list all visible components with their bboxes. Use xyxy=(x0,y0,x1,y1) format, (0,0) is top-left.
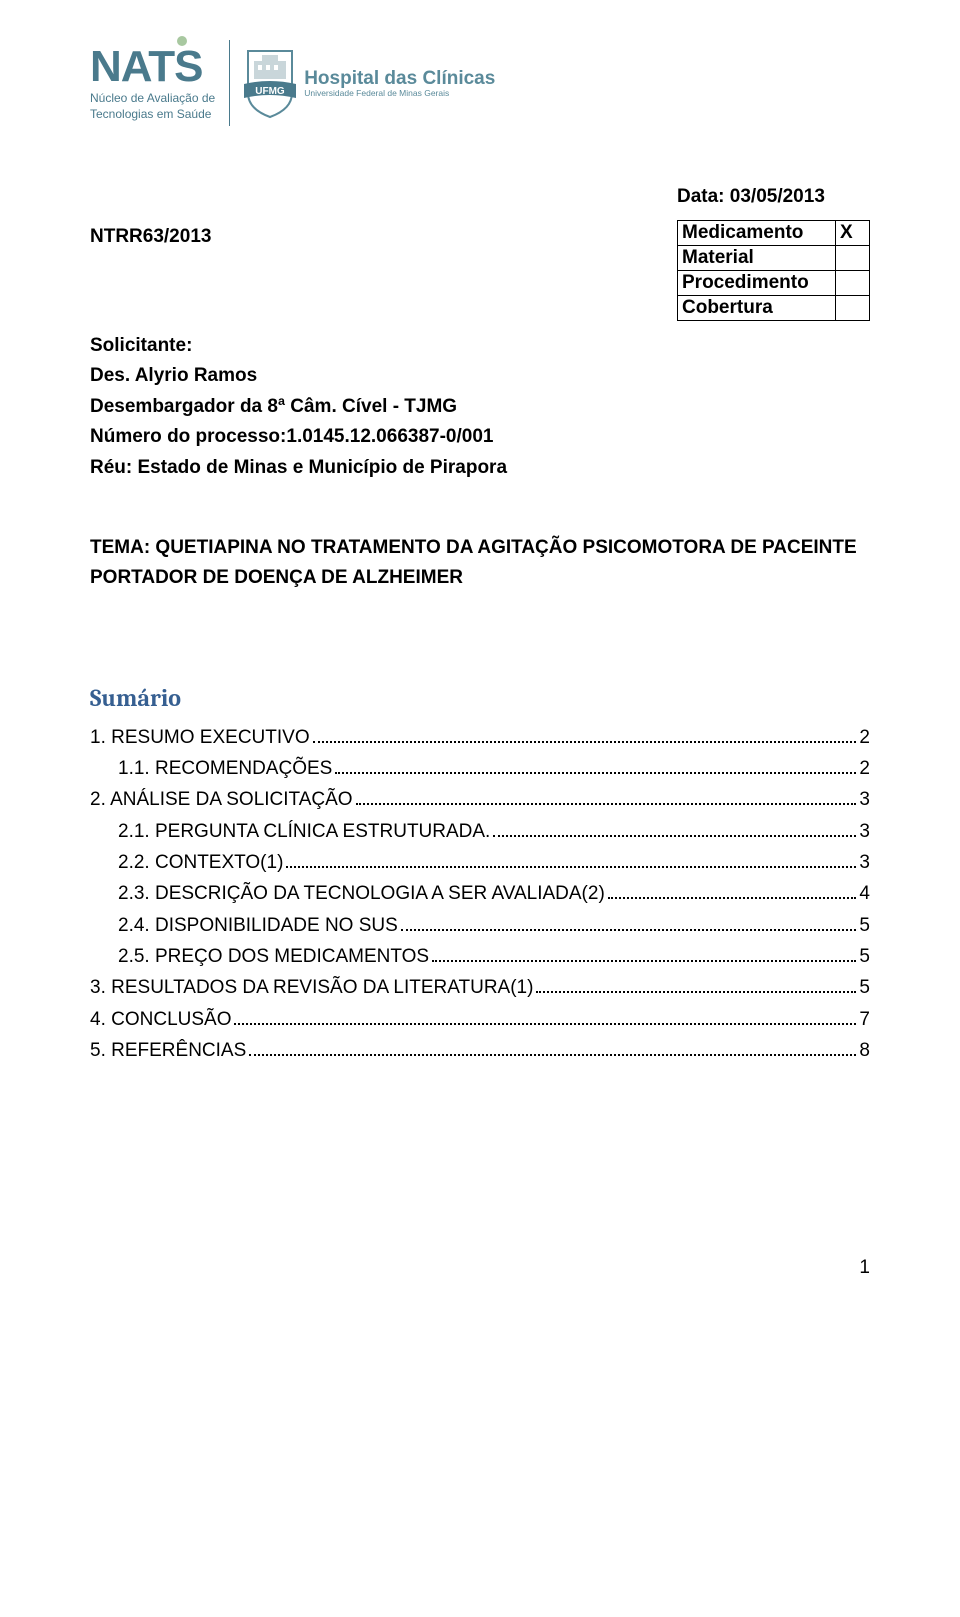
toc-row: 2.3. DESCRIÇÃO DA TECNOLOGIA A SER AVALI… xyxy=(90,878,870,909)
toc-row: 2.4. DISPONIBILIDADE NO SUS 5 xyxy=(90,910,870,941)
hc-shield-icon: UFMG xyxy=(244,47,296,119)
toc-label: 2. ANÁLISE DA SOLICITAÇÃO xyxy=(90,784,353,815)
nats-logo: NATS Núcleo de Avaliação de Tecnologias … xyxy=(90,45,215,122)
toc-label: 3. RESULTADOS DA REVISÃO DA LITERATURA(1… xyxy=(90,972,533,1003)
solicitante-label: Solicitante: xyxy=(90,331,870,361)
toc-page: 3 xyxy=(859,816,870,847)
toc-page: 5 xyxy=(859,910,870,941)
toc-page: 5 xyxy=(859,972,870,1003)
meta-label: Procedimento xyxy=(678,271,836,296)
toc-dots xyxy=(234,1023,856,1025)
meta-table-row: Material xyxy=(678,246,870,271)
date-line: Data: 03/05/2013 xyxy=(677,186,870,208)
toc-label: 2.3. DESCRIÇÃO DA TECNOLOGIA A SER AVALI… xyxy=(118,878,605,909)
document-id: NTRR63/2013 xyxy=(90,226,211,248)
toc-page: 5 xyxy=(859,941,870,972)
toc-row: 5. REFERÊNCIAS 8 xyxy=(90,1035,870,1066)
meta-label: Medicamento xyxy=(678,221,836,246)
processo-line: Número do processo:1.0145.12.066387-0/00… xyxy=(90,422,870,452)
toc-page: 3 xyxy=(859,847,870,878)
page-number: 1 xyxy=(90,1257,870,1279)
toc-page: 4 xyxy=(859,878,870,909)
toc-dots xyxy=(432,960,856,962)
hc-subtitle: Universidade Federal de Minas Gerais xyxy=(304,89,495,98)
hc-logo: UFMG Hospital das Clínicas Universidade … xyxy=(244,47,495,119)
ufmg-band-text: UFMG xyxy=(255,86,285,97)
meta-mark xyxy=(836,296,870,321)
toc-page: 2 xyxy=(859,753,870,784)
meta-table-row: Cobertura xyxy=(678,296,870,321)
nats-wordmark: NATS xyxy=(90,45,215,89)
toc-dots xyxy=(249,1054,856,1056)
toc-row: 2.2. CONTEXTO(1) 3 xyxy=(90,847,870,878)
table-of-contents: 1. RESUMO EXECUTIVO 21.1. RECOMENDAÇÕES … xyxy=(90,722,870,1067)
processo-number: 1.0145.12.066387-0/001 xyxy=(286,426,493,447)
header-logos: NATS Núcleo de Avaliação de Tecnologias … xyxy=(90,40,870,126)
nats-subtitle-2: Tecnologias em Saúde xyxy=(90,107,215,121)
solicitante-role: Desembargador da 8ª Câm. Cível - TJMG xyxy=(90,392,870,422)
toc-page: 2 xyxy=(859,722,870,753)
date-meta-block: Data: 03/05/2013 MedicamentoXMaterialPro… xyxy=(677,186,870,321)
toc-row: 2.5. PREÇO DOS MEDICAMENTOS 5 xyxy=(90,941,870,972)
toc-row: 2. ANÁLISE DA SOLICITAÇÃO 3 xyxy=(90,784,870,815)
toc-dots xyxy=(493,835,856,837)
toc-page: 3 xyxy=(859,784,870,815)
toc-page: 7 xyxy=(859,1004,870,1035)
solicitante-name: Des. Alyrio Ramos xyxy=(90,361,870,391)
toc-row: 3. RESULTADOS DA REVISÃO DA LITERATURA(1… xyxy=(90,972,870,1003)
toc-label: 5. REFERÊNCIAS xyxy=(90,1035,246,1066)
info-row: NTRR63/2013 Data: 03/05/2013 Medicamento… xyxy=(90,186,870,321)
toc-label: 2.4. DISPONIBILIDADE NO SUS xyxy=(118,910,398,941)
toc-dots xyxy=(313,741,857,743)
meta-label: Cobertura xyxy=(678,296,836,321)
toc-label: 2.1. PERGUNTA CLÍNICA ESTRUTURADA. xyxy=(118,816,490,847)
toc-dots xyxy=(401,929,857,931)
meta-table-row: Procedimento xyxy=(678,271,870,296)
toc-dots xyxy=(608,897,857,899)
toc-label: 1. RESUMO EXECUTIVO xyxy=(90,722,310,753)
meta-label: Material xyxy=(678,246,836,271)
logo-divider xyxy=(229,40,230,126)
toc-row: 4. CONCLUSÃO 7 xyxy=(90,1004,870,1035)
toc-dots xyxy=(286,866,856,868)
meta-mark xyxy=(836,271,870,296)
hc-text: Hospital das Clínicas Universidade Feder… xyxy=(304,69,495,98)
processo-label: Número do processo: xyxy=(90,426,286,447)
meta-mark xyxy=(836,246,870,271)
nats-subtitle-1: Núcleo de Avaliação de xyxy=(90,91,215,105)
toc-dots xyxy=(356,803,857,805)
toc-row: 1. RESUMO EXECUTIVO 2 xyxy=(90,722,870,753)
toc-row: 2.1. PERGUNTA CLÍNICA ESTRUTURADA. 3 xyxy=(90,816,870,847)
sumario-title: Sumário xyxy=(90,684,870,712)
case-block: Solicitante: Des. Alyrio Ramos Desembarg… xyxy=(90,331,870,483)
toc-page: 8 xyxy=(859,1035,870,1066)
toc-label: 4. CONCLUSÃO xyxy=(90,1004,231,1035)
meta-mark: X xyxy=(836,221,870,246)
toc-label: 1.1. RECOMENDAÇÕES xyxy=(118,753,332,784)
toc-row: 1.1. RECOMENDAÇÕES 2 xyxy=(90,753,870,784)
meta-table-row: MedicamentoX xyxy=(678,221,870,246)
meta-table: MedicamentoXMaterialProcedimentoCobertur… xyxy=(677,220,870,321)
toc-label: 2.5. PREÇO DOS MEDICAMENTOS xyxy=(118,941,429,972)
toc-label: 2.2. CONTEXTO(1) xyxy=(118,847,283,878)
toc-dots xyxy=(536,991,856,993)
hc-title: Hospital das Clínicas xyxy=(304,69,495,89)
reu-line: Réu: Estado de Minas e Município de Pira… xyxy=(90,453,870,483)
tema-block: TEMA: QUETIAPINA NO TRATAMENTO DA AGITAÇ… xyxy=(90,533,870,594)
toc-dots xyxy=(335,772,856,774)
